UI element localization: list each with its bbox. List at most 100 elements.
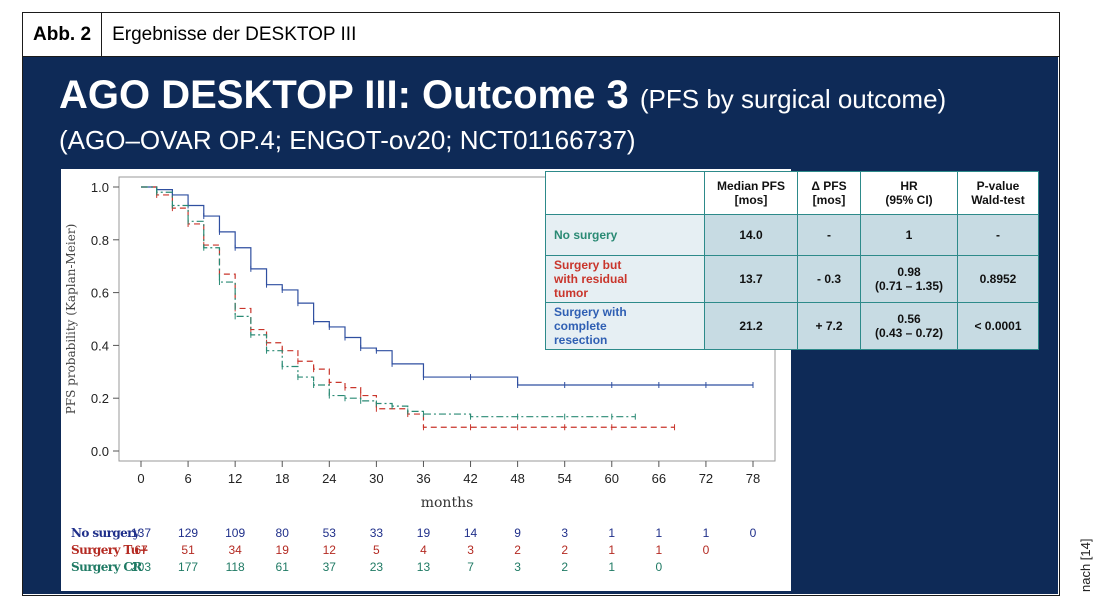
risk-count: 0 <box>750 526 757 540</box>
risk-count: 80 <box>276 526 290 540</box>
row-label-no-surgery: No surgery <box>545 214 705 256</box>
risk-count: 34 <box>228 543 242 557</box>
risk-count: 1 <box>656 543 663 557</box>
slide-title-sub: (PFS by surgical outcome) <box>639 84 947 114</box>
x-tick-label: 12 <box>228 471 242 486</box>
risk-count: 19 <box>417 526 431 540</box>
slide-title-main: AGO DESKTOP III: Outcome 3 <box>59 73 629 117</box>
km-chart: 0.0 0.2 0.4 0.6 0.8 1.0 PFS probability (Kapla… <box>64 176 776 574</box>
x-tick-label: 36 <box>416 471 430 486</box>
figure-caption: Abb. 2 Ergebnisse der DESKTOP III <box>23 13 1059 57</box>
table-header-row: Median PFS [mos] Δ PFS [mos] HR (95% CI) P-… <box>545 171 1039 215</box>
km-curve-surgery-tu- <box>141 186 675 428</box>
risk-count: 109 <box>225 526 245 540</box>
risk-count: 53 <box>323 526 337 540</box>
table-row: Surgery with complete resection 21.2 + 7.2… <box>545 302 1039 350</box>
y-axis-label: PFS probability (Kaplan-Meier) <box>64 224 78 415</box>
cell-median: 21.2 <box>704 302 798 350</box>
risk-count: 1 <box>608 543 615 557</box>
cell-p: < 0.0001 <box>957 302 1039 350</box>
source-note: nach [14] <box>1078 538 1093 593</box>
risk-count: 0 <box>656 560 663 574</box>
risk-count: 12 <box>323 543 337 557</box>
risk-count: 0 <box>703 543 710 557</box>
risk-count: 67 <box>134 543 148 557</box>
risk-count: 137 <box>131 526 151 540</box>
risk-row-label: Surgery CR <box>71 560 143 574</box>
risk-count: 129 <box>178 526 198 540</box>
slide-subtitle: (AGO–OVAR OP.4; ENGOT-ov20; NCT01166737) <box>59 125 636 155</box>
risk-count: 33 <box>370 526 384 540</box>
figure-number: Abb. 2 <box>23 13 103 56</box>
cell-p: - <box>957 214 1039 256</box>
risk-count: 14 <box>464 526 478 540</box>
risk-count: 4 <box>420 543 427 557</box>
y-tick-label: 0.0 <box>91 444 109 459</box>
cell-delta: - 0.3 <box>797 255 861 303</box>
risk-count: 118 <box>226 560 245 574</box>
slide-title: AGO DESKTOP III: Outcome 3 (PFS by surgi… <box>59 73 946 118</box>
risk-count: 1 <box>656 526 663 540</box>
risk-count: 51 <box>181 543 195 557</box>
y-tick-label: 0.8 <box>91 233 109 248</box>
x-tick-label: 48 <box>510 471 524 486</box>
risk-count: 23 <box>370 560 384 574</box>
cell-median: 13.7 <box>704 255 798 303</box>
x-tick-label: 78 <box>746 471 760 486</box>
x-tick-label: 42 <box>463 471 477 486</box>
header-cell-label <box>545 171 705 215</box>
x-tick-label: 18 <box>275 471 289 486</box>
risk-count: 1 <box>608 526 615 540</box>
risk-count: 3 <box>561 526 568 540</box>
risk-count: 1 <box>608 560 615 574</box>
x-tick-label: 30 <box>369 471 383 486</box>
risk-count: 3 <box>514 560 521 574</box>
x-tick-label: 0 <box>137 471 144 486</box>
cell-p: 0.8952 <box>957 255 1039 303</box>
cell-delta: + 7.2 <box>797 302 861 350</box>
risk-count: 13 <box>417 560 431 574</box>
risk-count: 61 <box>276 560 290 574</box>
risk-count: 37 <box>323 560 337 574</box>
header-cell-hr: HR (95% CI) <box>860 171 958 215</box>
table-row: Surgery but with residual tumor 13.7 - 0.3… <box>545 255 1039 303</box>
header-cell-delta: Δ PFS [mos] <box>797 171 861 215</box>
risk-count: 19 <box>276 543 290 557</box>
x-tick-label: 66 <box>652 471 666 486</box>
cell-hr: 0.98 (0.71 – 1.35) <box>860 255 958 303</box>
risk-count: 7 <box>467 560 474 574</box>
risk-count: 177 <box>178 560 198 574</box>
slide: AGO DESKTOP III: Outcome 3 (PFS by surgi… <box>23 57 1058 594</box>
cell-hr: 1 <box>860 214 958 256</box>
risk-count: 203 <box>131 560 151 574</box>
x-tick-label: 6 <box>184 471 191 486</box>
risk-count: 1 <box>703 526 710 540</box>
results-table: Median PFS [mos] Δ PFS [mos] HR (95% CI) P-… <box>545 171 1039 350</box>
row-label-surgery-residual: Surgery but with residual tumor <box>545 255 705 303</box>
risk-row-label: Surgery Tu+ <box>71 543 148 557</box>
risk-row-label: No surgery <box>71 526 141 540</box>
cell-delta: - <box>797 214 861 256</box>
x-tick-label: 60 <box>605 471 619 486</box>
y-tick-label: 0.2 <box>91 391 109 406</box>
figure-frame: Abb. 2 Ergebnisse der DESKTOP III AGO DE… <box>22 12 1060 596</box>
risk-count: 2 <box>561 560 568 574</box>
risk-count: 5 <box>373 543 380 557</box>
risk-count: 2 <box>514 543 521 557</box>
header-cell-median: Median PFS [mos] <box>704 171 798 215</box>
y-tick-label: 0.4 <box>91 338 109 353</box>
x-tick-label: 54 <box>557 471 571 486</box>
risk-count: 2 <box>561 543 568 557</box>
cell-median: 14.0 <box>704 214 798 256</box>
y-tick-label: 0.6 <box>91 286 109 301</box>
cell-hr: 0.56 (0.43 – 0.72) <box>860 302 958 350</box>
table-row: No surgery 14.0 - 1 - <box>545 214 1039 256</box>
x-tick-label: 72 <box>699 471 713 486</box>
results-table-wrap: Median PFS [mos] Δ PFS [mos] HR (95% CI) P-… <box>545 171 1039 350</box>
figure-title: Ergebnisse der DESKTOP III <box>112 23 357 45</box>
row-label-surgery-complete: Surgery with complete resection <box>545 302 705 350</box>
header-cell-p: P-value Wald-test <box>957 171 1039 215</box>
x-tick-label: 24 <box>322 471 336 486</box>
risk-count: 9 <box>514 526 521 540</box>
x-axis-label: months <box>421 495 474 511</box>
